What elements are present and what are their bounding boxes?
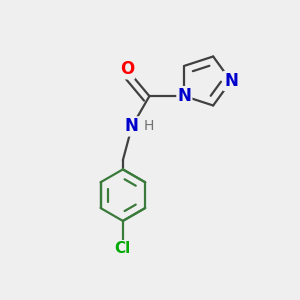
Text: O: O	[120, 60, 134, 78]
Text: H: H	[144, 119, 154, 134]
Text: N: N	[125, 117, 139, 135]
Text: N: N	[177, 87, 191, 105]
Text: Cl: Cl	[115, 241, 131, 256]
Text: N: N	[224, 72, 238, 90]
